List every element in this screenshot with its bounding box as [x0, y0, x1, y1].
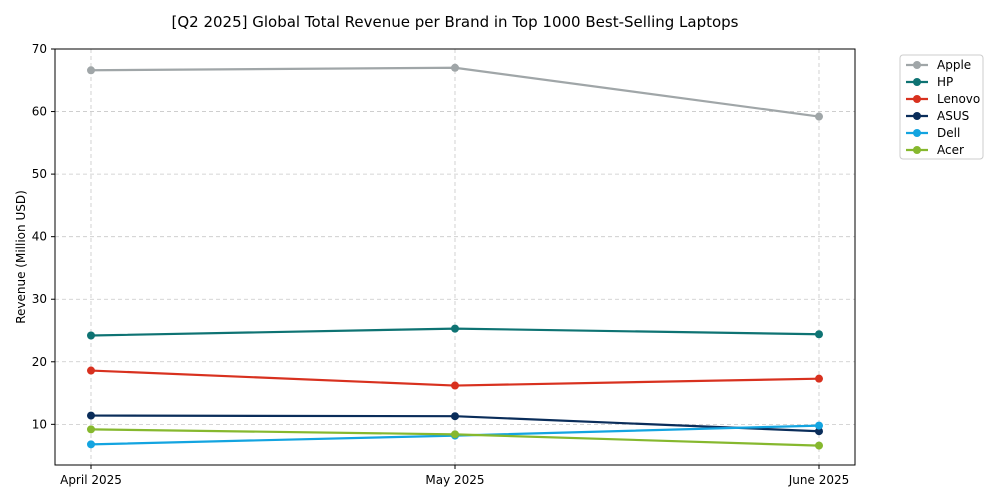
- legend-marker: [913, 95, 921, 103]
- legend-label: HP: [937, 75, 953, 89]
- data-point: [815, 330, 823, 339]
- data-point: [815, 421, 823, 430]
- data-point: [87, 425, 95, 434]
- legend-marker: [913, 112, 921, 120]
- legend-item-dell: Dell: [906, 126, 960, 140]
- series-hp: [87, 324, 823, 340]
- data-point: [815, 441, 823, 450]
- data-point: [87, 66, 95, 75]
- legend-label: Lenovo: [937, 92, 980, 106]
- legend-label: Apple: [937, 58, 971, 72]
- data-point: [87, 440, 95, 449]
- legend-marker: [913, 129, 921, 137]
- data-point: [451, 381, 459, 390]
- series-apple: [87, 63, 823, 121]
- series-asus: [87, 411, 823, 436]
- chart-title: [Q2 2025] Global Total Revenue per Brand…: [171, 13, 738, 31]
- data-point: [87, 411, 95, 420]
- y-tick-label: 40: [32, 230, 47, 244]
- data-point: [451, 63, 459, 72]
- series-lenovo: [87, 366, 823, 390]
- x-tick-label: April 2025: [60, 473, 122, 487]
- legend-marker: [913, 61, 921, 69]
- data-point: [815, 427, 823, 436]
- data-point: [451, 324, 459, 333]
- legend-item-apple: Apple: [906, 58, 971, 72]
- legend-label: Dell: [937, 126, 960, 140]
- data-point: [87, 331, 95, 340]
- legend-label: ASUS: [937, 109, 969, 123]
- legend-marker: [913, 146, 921, 154]
- legend-item-lenovo: Lenovo: [906, 92, 980, 106]
- legend-item-asus: ASUS: [906, 109, 969, 123]
- legend-label: Acer: [937, 143, 964, 157]
- data-point: [451, 412, 459, 421]
- y-axis-label: Revenue (Million USD): [14, 190, 28, 324]
- series-group: [87, 63, 823, 450]
- series-acer: [87, 425, 823, 450]
- data-point: [87, 366, 95, 375]
- grid: [55, 48, 855, 465]
- x-tick-label: June 2025: [788, 473, 850, 487]
- y-tick-label: 30: [32, 292, 47, 306]
- y-axis: 10 20 30 40 50 60 70: [32, 42, 55, 431]
- y-tick-label: 20: [32, 355, 47, 369]
- data-point: [815, 112, 823, 121]
- data-point: [815, 374, 823, 383]
- y-tick-label: 50: [32, 167, 47, 181]
- x-axis: April 2025 May 2025 June 2025: [60, 465, 849, 487]
- legend-item-hp: HP: [906, 75, 953, 89]
- y-tick-label: 10: [32, 417, 47, 431]
- legend-marker: [913, 78, 921, 86]
- legend-item-acer: Acer: [906, 143, 964, 157]
- data-point: [451, 430, 459, 439]
- y-tick-label: 60: [32, 105, 47, 119]
- y-tick-label: 70: [32, 42, 47, 56]
- legend: Apple HP Lenovo ASUS Dell Acer: [899, 54, 984, 160]
- x-tick-label: May 2025: [425, 473, 484, 487]
